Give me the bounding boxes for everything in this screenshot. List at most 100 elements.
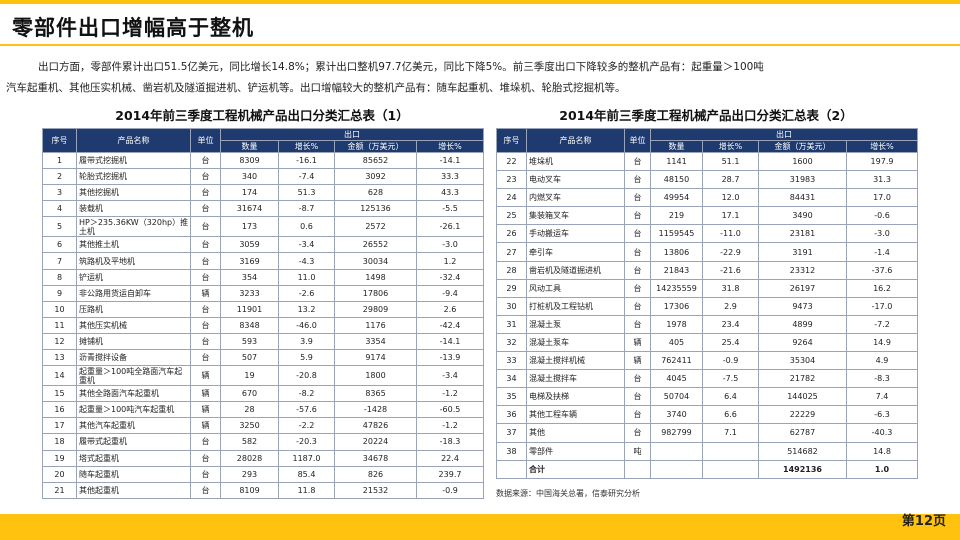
cell-qty-growth: 17.1 — [702, 206, 759, 226]
cell-amount: 84431 — [758, 188, 847, 208]
cell-amount-growth: 4.9 — [846, 351, 918, 371]
cell-qty-growth: -46.0 — [278, 316, 335, 334]
cell-amount: 628 — [334, 184, 417, 202]
cell-unit: 台 — [624, 206, 651, 226]
cell-qty-growth: -20.3 — [278, 433, 335, 451]
table-row: 37 其他台 982799 7.1 62787 -40.3 — [496, 423, 918, 443]
cell-name: 混凝土泵 — [526, 314, 625, 334]
cell-seq: 38 — [496, 441, 527, 461]
cell-qty: 3169 — [220, 252, 279, 270]
cell-unit: 吨 — [624, 441, 651, 461]
cell-qty: 49954 — [650, 188, 703, 208]
cell-amount-growth: 197.9 — [846, 151, 918, 172]
cell-amount: 21782 — [758, 369, 847, 389]
cell-name: 非公路用货运自卸车 — [76, 284, 191, 302]
cell-qty: 3740 — [650, 405, 703, 425]
cell-amount: 2572 — [334, 216, 417, 238]
cell-unit: 台 — [624, 387, 651, 407]
cell-amount-growth: -14.1 — [416, 332, 484, 351]
cell-amount: 9473 — [758, 296, 847, 316]
cell-amount-growth: -1.2 — [416, 385, 484, 403]
cell-qty-growth: -4.3 — [278, 252, 335, 270]
cell-name: 零部件 — [526, 441, 625, 461]
table-row: 6 其他推土机台 3059 -3.4 26552 -3.0 — [42, 236, 484, 254]
cell-amount: -1428 — [334, 401, 417, 419]
col-qty-growth-header: 增长% — [278, 140, 335, 153]
cell-amount-growth: 17.0 — [846, 188, 918, 208]
cell-qty-growth: -7.4 — [278, 168, 335, 186]
cell-amount-growth: -7.2 — [846, 314, 918, 334]
cell-amount: 34678 — [334, 449, 417, 467]
cell-unit: 台 — [190, 349, 221, 367]
cell-unit: 台 — [624, 151, 651, 172]
cell-qty-growth: 0.6 — [278, 216, 335, 238]
cell-name: 其他推土机 — [76, 236, 191, 254]
cell-seq — [496, 459, 527, 479]
cell-unit: 台 — [624, 188, 651, 208]
cell-qty-growth: -11.0 — [702, 224, 759, 244]
cell-seq: 34 — [496, 369, 527, 389]
cell-qty — [650, 459, 703, 479]
cell-qty-growth: -7.5 — [702, 369, 759, 389]
col-export-header: 出口 — [650, 128, 918, 141]
cell-amount: 826 — [334, 465, 417, 483]
cell-unit: 台 — [190, 433, 221, 451]
cell-amount-growth: 16.2 — [846, 278, 918, 298]
table-row: 7 筑路机及平地机台 3169 -4.3 30034 1.2 — [42, 252, 484, 270]
cell-seq: 15 — [42, 385, 77, 403]
cell-unit: 台 — [624, 170, 651, 190]
cell-seq: 19 — [42, 449, 77, 467]
cell-amount-growth: -32.4 — [416, 268, 484, 286]
cell-amount-growth: 7.4 — [846, 387, 918, 407]
cell-amount: 9264 — [758, 332, 847, 353]
cell-amount: 21532 — [334, 481, 417, 499]
cell-unit: 台 — [190, 216, 221, 238]
cell-amount-growth: 14.9 — [846, 332, 918, 353]
cell-seq: 7 — [42, 252, 77, 270]
cell-amount-growth: -26.1 — [416, 216, 484, 238]
col-name-header: 产品名称 — [526, 128, 625, 153]
cell-amount-growth: -37.6 — [846, 260, 918, 280]
table1-body: 1 履带式挖掘机台 8309 -16.1 85652 -14.1 2 轮胎式挖掘机台 340 -7… — [42, 151, 484, 499]
cell-amount-growth: 31.3 — [846, 170, 918, 190]
cell-seq: 22 — [496, 151, 527, 172]
cell-amount-growth: -6.3 — [846, 405, 918, 425]
cell-qty-growth: 11.8 — [278, 481, 335, 499]
cell-unit: 辆 — [624, 351, 651, 371]
table-row: 18 履带式起重机台 582 -20.3 20224 -18.3 — [42, 433, 484, 451]
table-row: 19 塔式起重机台 28028 1187.0 34678 22.4 — [42, 449, 484, 467]
cell-name: 摊铺机 — [76, 332, 191, 351]
table-row: 16 起重量＞100吨汽车起重机辆 28 -57.6 -1428 -60.5 — [42, 401, 484, 419]
cell-qty-growth: -2.2 — [278, 417, 335, 435]
cell-seq: 17 — [42, 417, 77, 435]
cell-qty: 219 — [650, 206, 703, 226]
cell-seq: 24 — [496, 188, 527, 208]
cell-unit: 台 — [624, 369, 651, 389]
cell-qty: 28 — [220, 401, 279, 419]
cell-qty: 293 — [220, 465, 279, 483]
cell-name: HP＞235.36KW（320hp）推土机 — [76, 216, 191, 238]
table-row: 30 打桩机及工程钻机台 17306 2.9 9473 -17.0 — [496, 296, 918, 316]
cell-amount: 85652 — [334, 151, 417, 170]
cell-name: 铲运机 — [76, 268, 191, 286]
cell-unit: 台 — [624, 423, 651, 443]
cell-qty-growth: 28.7 — [702, 170, 759, 190]
cell-seq: 26 — [496, 224, 527, 244]
cell-amount: 30034 — [334, 252, 417, 270]
cell-unit: 台 — [190, 184, 221, 202]
cell-unit: 台 — [624, 278, 651, 298]
table-row: 5 HP＞235.36KW（320hp）推土机台 173 0.6 2572 -26.1 — [42, 216, 484, 238]
cell-unit: 台 — [190, 449, 221, 467]
export-table-1: 序号 产品名称 单位 出口 数量 增长% 金额（万美元） 增长% 1 履带式挖掘机… — [42, 128, 484, 499]
table-row: 38 零部件吨 514682 14.8 — [496, 441, 918, 461]
cell-name: 手动搬运车 — [526, 224, 625, 244]
table-row: 29 风动工具台 14235559 31.8 26197 16.2 — [496, 278, 918, 298]
cell-seq: 8 — [42, 268, 77, 286]
cell-unit: 台 — [624, 296, 651, 316]
cell-amount-growth: 33.3 — [416, 168, 484, 186]
cell-amount: 3490 — [758, 206, 847, 226]
cell-qty-growth — [702, 441, 759, 461]
table-row: 26 手动搬运车台 1159545 -11.0 23181 -3.0 — [496, 224, 918, 244]
cell-qty-growth: 5.9 — [278, 349, 335, 367]
title-underline — [0, 44, 960, 46]
